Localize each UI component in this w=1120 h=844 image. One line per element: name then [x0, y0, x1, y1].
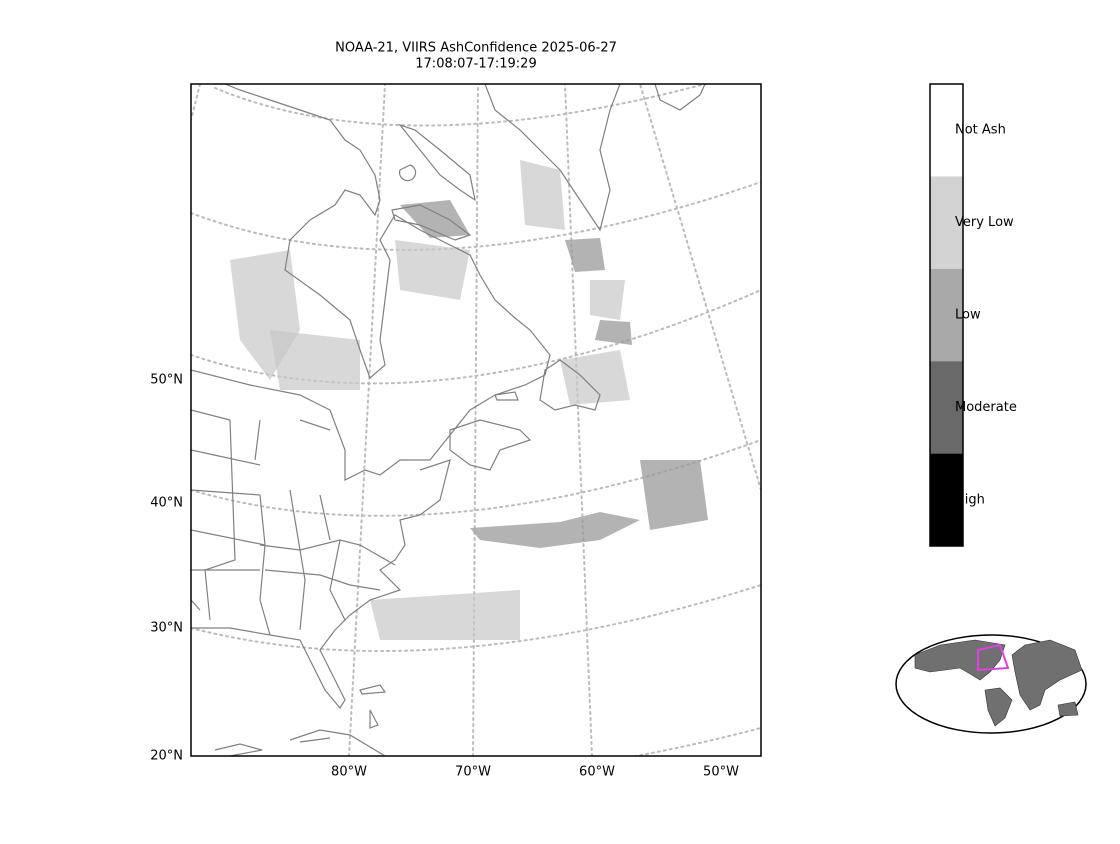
- colorbar-frame: [929, 83, 964, 547]
- title-line: NOAA-21, VIIRS AshConfidence 2025-06-27: [335, 41, 617, 56]
- lat-label: 30°N: [150, 621, 183, 636]
- lat-label: 20°N: [150, 749, 183, 764]
- locator-globe: [895, 634, 1087, 734]
- lat-label: 40°N: [150, 496, 183, 511]
- map: [191, 84, 761, 756]
- lon-label: 70°W: [455, 765, 491, 780]
- lon-label: 50°W: [703, 765, 739, 780]
- lat-label: 50°N: [150, 373, 183, 388]
- colorbar-segment: [930, 176, 963, 269]
- colorbar: Not Ash Very Low Low Moderate High: [929, 83, 1017, 547]
- title-line: 17:08:07-17:19:29: [415, 57, 536, 72]
- colorbar-label: Very Low: [955, 215, 1014, 230]
- colorbar-label: Low: [955, 308, 981, 323]
- lon-label: 60°W: [579, 765, 615, 780]
- colorbar-label: Moderate: [955, 400, 1017, 415]
- colorbar-segment: [930, 268, 963, 362]
- colorbar-segment: [930, 361, 963, 454]
- colorbar-segment: [930, 84, 963, 177]
- map-frame: [190, 83, 762, 757]
- colorbar-label: Not Ash: [955, 123, 1006, 138]
- colorbar-segment: [930, 453, 963, 546]
- colorbar-label: High: [955, 492, 985, 507]
- lon-label: 80°W: [331, 765, 367, 780]
